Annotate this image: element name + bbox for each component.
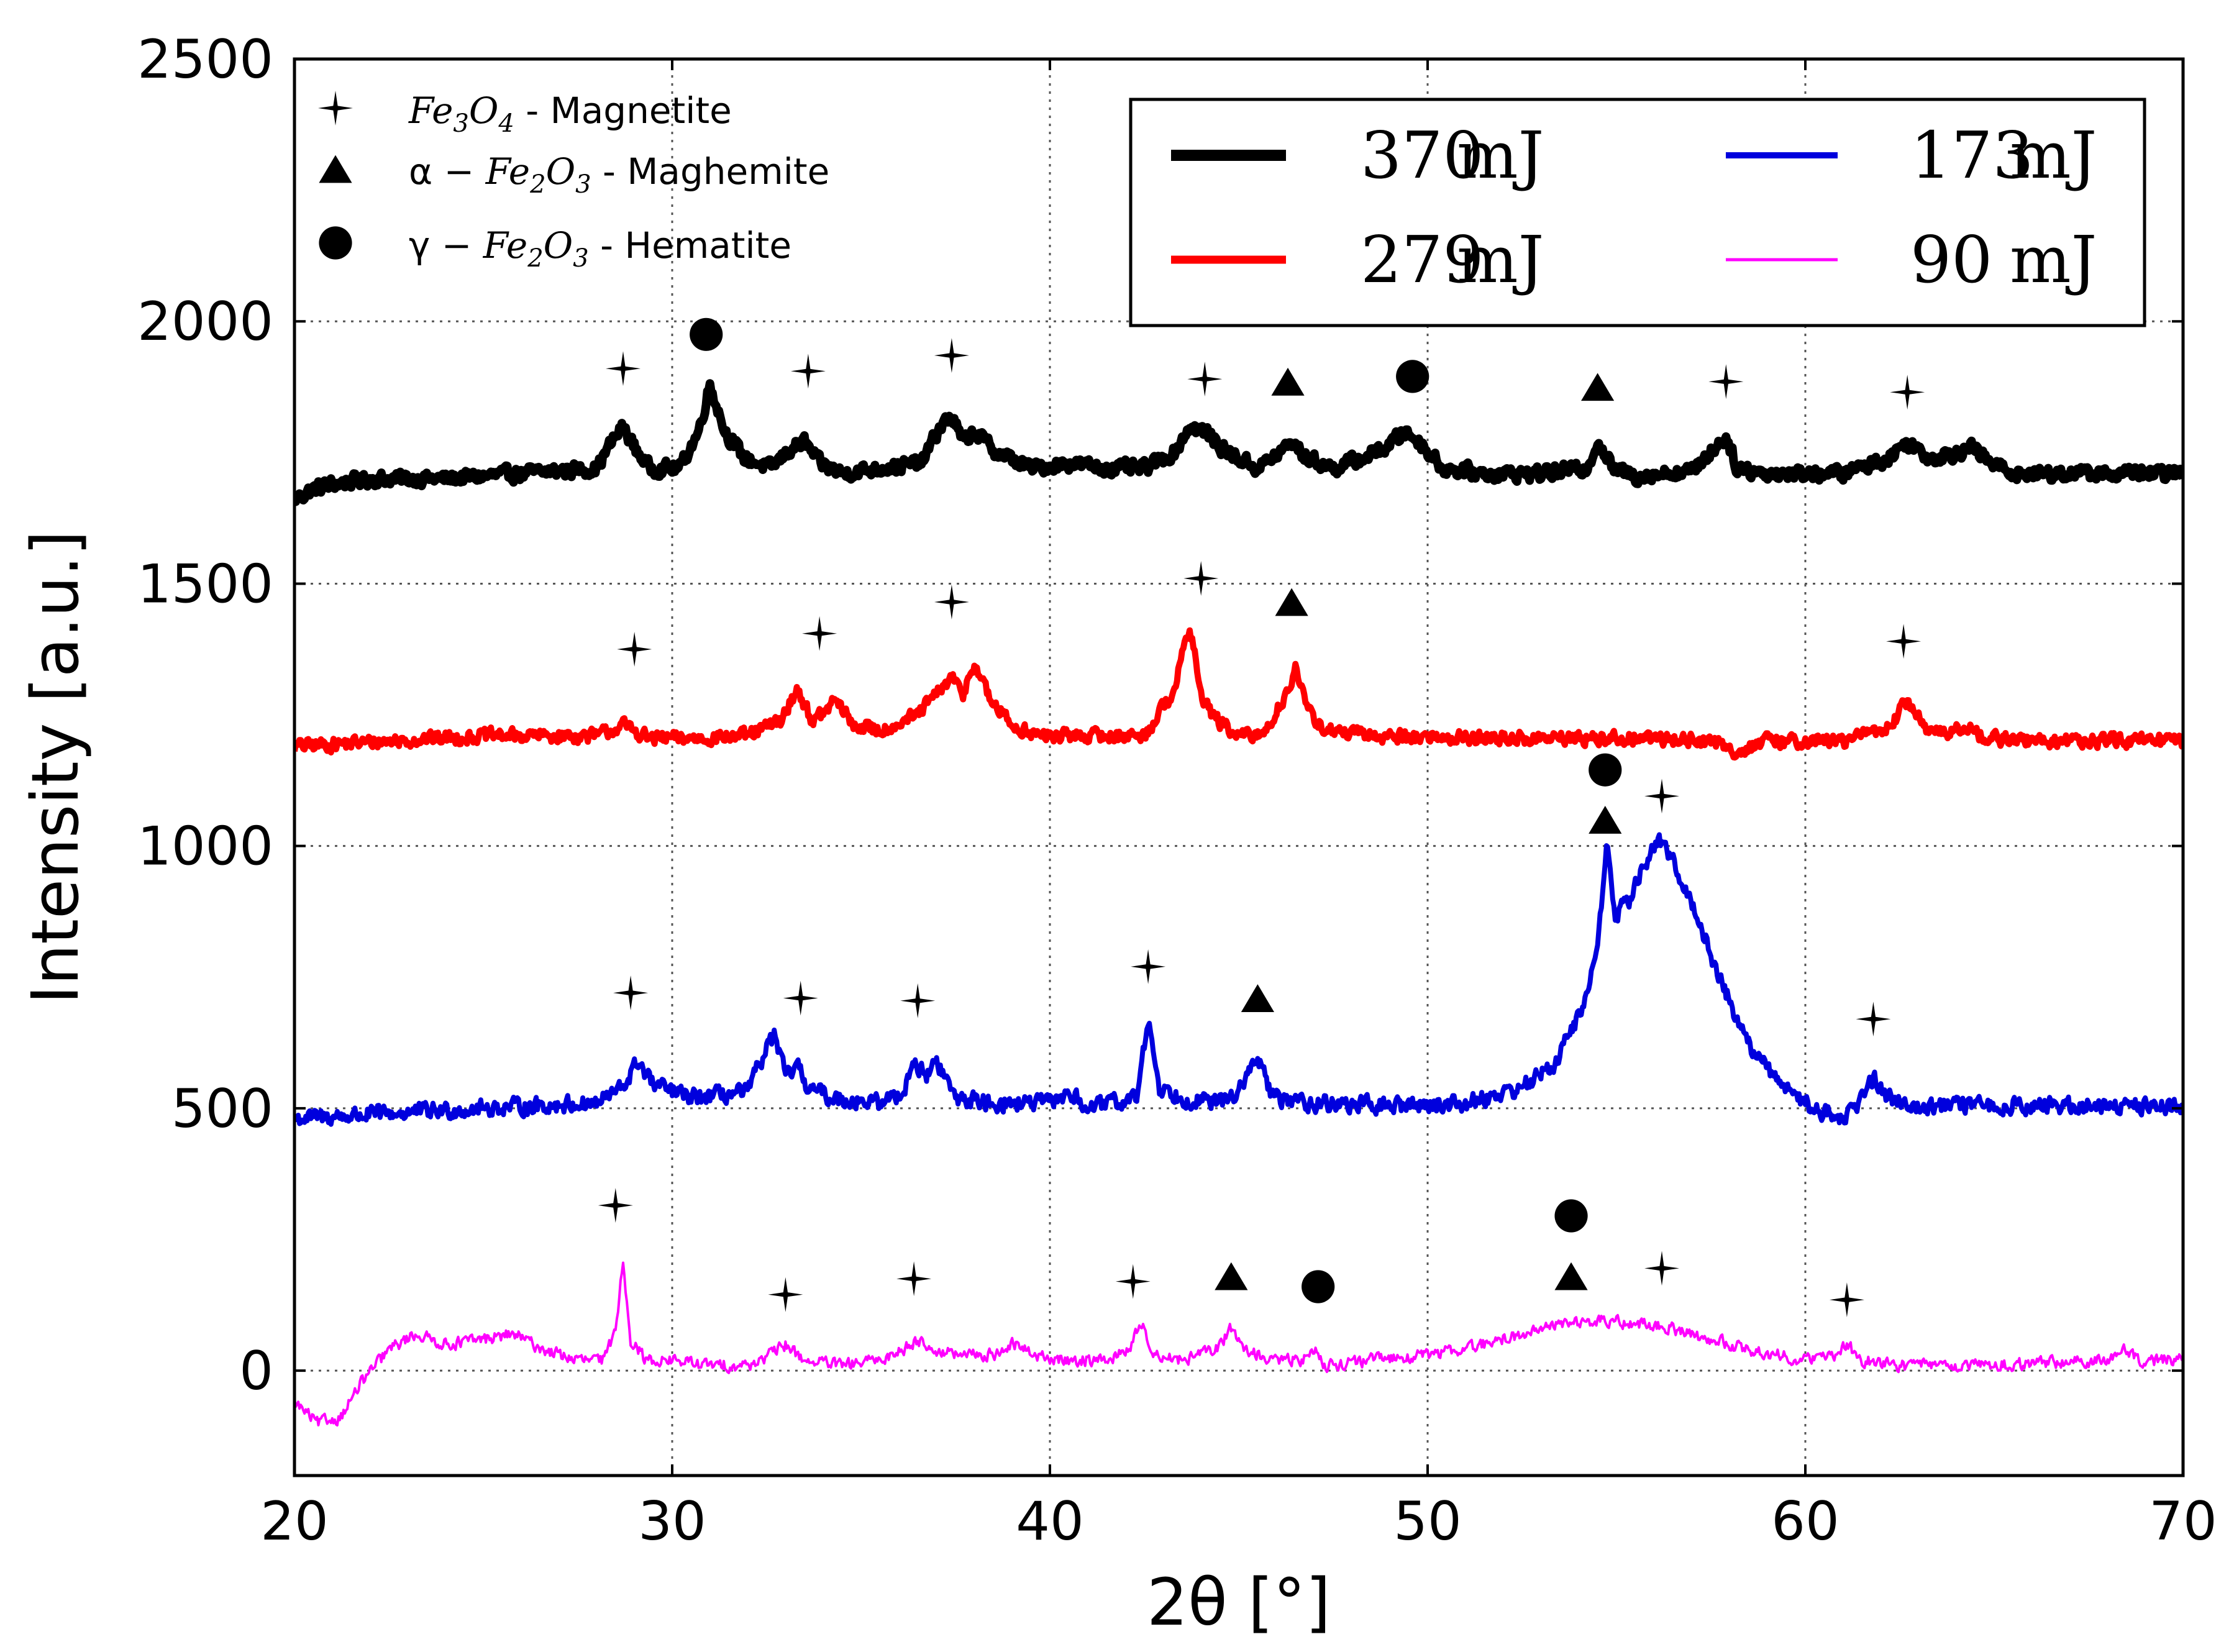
triangle-phase-marker [1241,984,1274,1012]
star-legend-icon [318,91,353,125]
series-layer [294,379,2183,1427]
circle-phase-marker [690,317,723,351]
triangle-phase-marker [1554,1262,1588,1290]
legend-value: 370 [1361,117,1484,193]
star-phase-marker [802,616,837,651]
series-legend-box [1129,98,2146,327]
star-phase-marker [900,983,936,1018]
y-tick-label: 500 [171,1078,273,1140]
star-phase-marker [768,1277,803,1312]
y-tick-label: 2000 [137,291,273,353]
star-phase-marker [1890,375,1925,410]
phase-legend-label: γ − Fe2O3 - Hematite [409,224,791,273]
triangle-legend-icon [319,155,352,183]
legend-value: 173 [1910,117,2034,193]
series-line-370-mj [294,379,2183,506]
x-tick-label: 20 [260,1490,328,1553]
y-axis-title: Intensity [a.u.] [17,531,93,1005]
x-tick-label: 50 [1393,1490,1461,1553]
triangle-phase-marker [1581,373,1615,401]
star-phase-marker [1708,364,1744,399]
legend-unit: mJ [1457,222,1544,298]
star-phase-marker [1829,1282,1864,1318]
legend-unit: mJ [1457,117,1544,193]
triangle-phase-marker [1589,806,1622,834]
circle-legend-icon [319,226,352,260]
x-tick-label: 60 [1771,1490,1839,1553]
series-line-279-mj [294,627,2183,761]
legend-unit: mJ [2010,222,2097,298]
phase-markers [598,317,1925,1318]
phase-legend-label: α − Fe2O3 - Maghemite [409,150,829,199]
star-phase-marker [783,980,818,1016]
star-phase-marker [1183,561,1219,596]
phase-legend-label: Fe3O4 - Magnetite [408,89,732,138]
star-phase-marker [617,632,652,667]
star-phase-marker [1115,1264,1151,1299]
star-phase-marker [1644,1251,1679,1286]
star-phase-marker [606,351,641,386]
series-line-90-mj [294,1261,2183,1427]
axis-ticks: 20 30 40 50 60 70 0 500 1000 1500 2000 2500 [137,29,2217,1553]
legend-value: 279 [1361,222,1484,298]
star-phase-marker [934,338,969,373]
y-tick-label: 0 [239,1340,273,1402]
legend-unit: mJ [2010,117,2097,193]
star-phase-marker [1644,778,1679,814]
y-tick-label: 1000 [137,816,273,878]
star-phase-marker [613,975,649,1011]
star-phase-marker [1187,362,1223,397]
y-tick-label: 1500 [137,553,273,615]
x-tick-label: 70 [2149,1490,2217,1553]
plot-frame [293,57,2185,1477]
star-phase-marker [896,1261,932,1297]
triangle-phase-marker [1275,588,1308,616]
star-phase-marker [790,354,826,389]
circle-phase-marker [1589,753,1622,787]
circle-phase-marker [1396,360,1429,393]
star-phase-marker [598,1188,633,1223]
star-phase-marker [1131,949,1166,984]
series-line-173-mj [294,832,2183,1127]
triangle-phase-marker [1271,367,1305,396]
triangle-phase-marker [1215,1262,1248,1290]
x-axis-title: 2θ [°] [1147,1564,1331,1640]
x-tick-label: 40 [1016,1490,1083,1553]
y-tick-label: 2500 [137,29,273,91]
phase-legend: Fe3O4 - Magnetite α − Fe2O3 - Maghemite γ … [318,89,829,273]
circle-phase-marker [1302,1270,1335,1303]
star-phase-marker [934,585,969,619]
legend-value: 90 [1910,222,1992,298]
star-phase-marker [1856,1002,1891,1037]
circle-phase-marker [1554,1199,1588,1233]
star-phase-marker [1886,624,1922,659]
x-tick-label: 30 [638,1490,706,1553]
